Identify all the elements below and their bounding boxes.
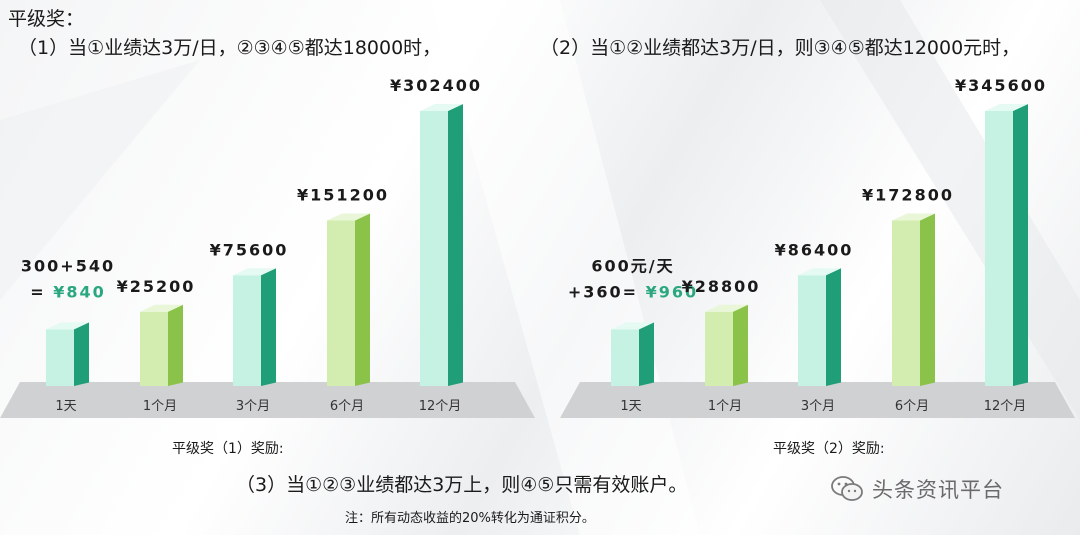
chart-1-bar-2-top [140,304,183,312]
chart-1-caption: 平级奖（1）奖励: [172,441,284,457]
chart-1-bar-1-top [46,322,89,330]
chart-1-bar-3-top [233,268,276,276]
chart-1-tick-5: 12个月 [419,399,462,414]
chart-2-label-5: ¥345600 [955,76,1047,95]
chart-1-bar-2-side [168,304,183,386]
chart-2-bar-5 [985,111,1013,386]
chart-1-tick-3: 3个月 [236,399,270,414]
condition-1-text: （1）当①业绩达3万/日，②③④⑤都达18000时， [18,37,442,59]
chart-2-bar-1-side [639,322,654,386]
chart-2-label-1-prefix: +360= [568,282,646,301]
condition-2-text: （2）当①②业绩都达3万/日，则③④⑤都达12000元时， [540,37,1021,59]
chart-1-bar-5 [420,111,448,386]
chart-2-bar-2 [705,311,733,386]
chart-1-label-1-line-2: = ¥840 [30,282,106,301]
chart-2-tick-1: 1天 [620,399,641,414]
chart-2-bar-3 [798,275,826,386]
chart-2-bar-4 [892,220,920,386]
chart-2-tick-4: 6个月 [895,399,929,414]
chart-2-label-3: ¥86400 [775,240,854,259]
chart-2-bar-5-top [985,104,1028,111]
chart-1-bar-4-side [355,213,370,386]
chart-1-bar-3 [233,275,261,386]
chart-1-label-1-value: ¥840 [53,282,106,301]
chart-2-bar-3-top [798,268,841,276]
watermark-text: 头条资讯平台 [872,478,1004,502]
chart-1-label-5: ¥302400 [390,76,482,95]
wechat-icon [831,476,863,501]
chart-1-bar-5-side [448,104,463,386]
chart-2-bar-5-side [1013,104,1028,386]
chart-1-label-3: ¥75600 [210,240,289,259]
condition-3-text: （3）当①②③业绩都达3万上，则④⑤只需有效账户。 [236,474,688,496]
chart-2-bar-4-top [892,213,935,221]
chart-1-bar-5-top [420,104,463,111]
chart-1-label-1-prefix: = [30,282,53,301]
chart-2-bar-2-side [733,304,748,386]
chart-2-platform [560,382,1075,418]
chart-1-bar-4 [327,220,355,386]
chart-2-label-1-line-2: +360= ¥960 [568,282,698,301]
heading: 平级奖： [8,8,85,30]
chart-2-label-4: ¥172800 [862,186,954,205]
chart-2-bar-1 [611,329,639,386]
chart-2-label-2: ¥28800 [682,277,761,296]
chart-1-tick-2: 1个月 [143,399,177,414]
chart-1-bar-1 [46,329,74,386]
chart-1-label-2: ¥25200 [117,277,196,296]
chart-1-label-1-line-1: 300+540 [21,256,115,275]
chart-1-bar-4-top [327,213,370,221]
watermark: 头条资讯平台 [830,474,1004,504]
chart-1-tick-1: 1天 [55,399,76,414]
chart-1-tick-4: 6个月 [330,399,364,414]
chart-2-tick-3: 3个月 [801,399,835,414]
chart-1-label-4: ¥151200 [297,186,389,205]
chart-2-bar-2-top [705,304,748,312]
chart-1-bar-1-side [74,322,89,386]
chart-1-bar-2 [140,311,168,386]
chart-1-bar-3-side [261,268,276,386]
chart-2-label-1-line-1: 600元/天 [591,256,674,275]
chart-2-label-1-value: ¥960 [646,282,699,301]
chart-2-bar-4-side [920,213,935,386]
chart-2-tick-2: 1个月 [708,399,742,414]
chart-2-tick-5: 12个月 [984,399,1027,414]
chart-2-caption: 平级奖（2）奖励: [773,441,885,457]
chart-2-bar-1-top [611,322,654,330]
chart-2-bar-3-side [826,268,841,386]
chart-1-platform [0,382,535,418]
footnote: 注：所有动态收益的20%转化为通证积分。 [345,511,595,526]
